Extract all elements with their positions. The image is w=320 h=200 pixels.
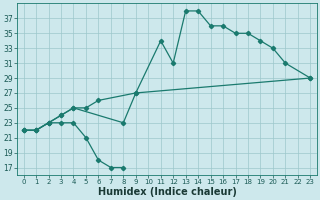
X-axis label: Humidex (Indice chaleur): Humidex (Indice chaleur) (98, 187, 236, 197)
